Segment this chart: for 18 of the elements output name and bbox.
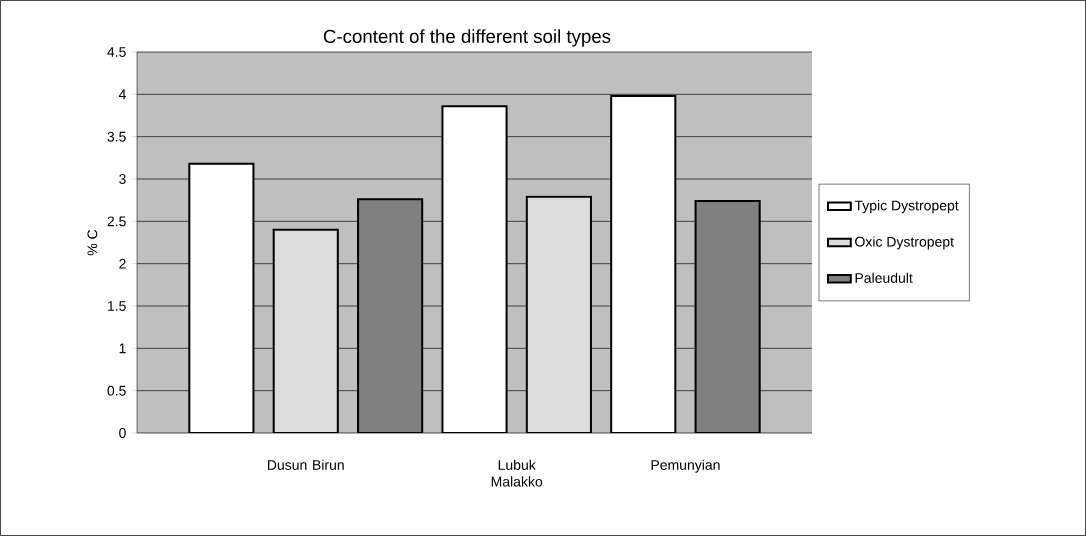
x-tick-label: Lubuk Malakko xyxy=(491,459,543,487)
chart-title: C-content of the different soil types xyxy=(323,29,611,47)
legend-label: Typic Dystropept xyxy=(854,200,959,214)
y-tick-label: 2.5 xyxy=(107,216,126,227)
y-axis-title: % C xyxy=(87,229,98,256)
legend-label: Paleudult xyxy=(855,272,913,283)
y-tick-label: 1 xyxy=(119,343,126,354)
x-tick-label: Pemunyian xyxy=(651,459,720,473)
x-tick-label: Dusun Birun xyxy=(267,459,344,470)
y-tick-label: 2 xyxy=(119,258,126,269)
y-tick-label: 0.5 xyxy=(107,385,126,396)
y-tick-label: 3.5 xyxy=(107,131,126,142)
y-tick-label: 0 xyxy=(119,428,126,438)
y-tick-label: 3 xyxy=(119,174,126,184)
legend-label: Oxic Dystropept xyxy=(855,236,954,250)
y-tick-label: 4 xyxy=(118,89,126,100)
y-tick-label: 4.5 xyxy=(107,47,126,57)
y-tick-label: 1.5 xyxy=(107,301,126,311)
